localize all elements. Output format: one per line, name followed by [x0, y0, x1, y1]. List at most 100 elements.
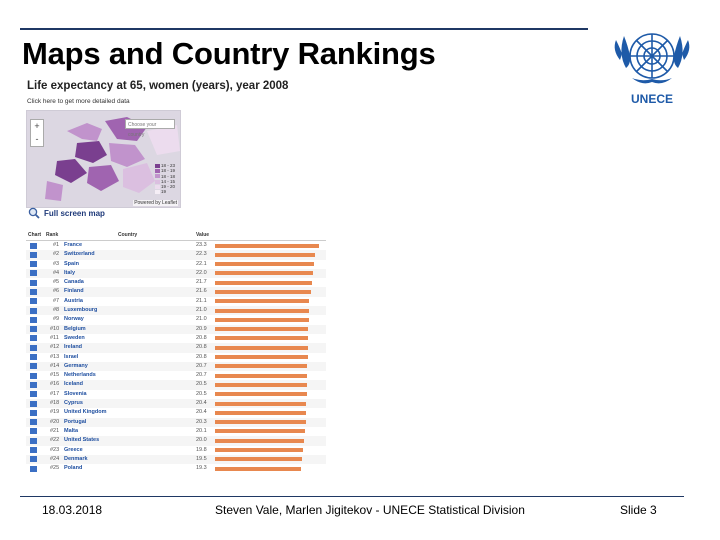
header-rank[interactable]: Rank — [46, 232, 59, 238]
map-page-title: Life expectancy at 65, women (years), ye… — [27, 80, 289, 92]
legend-swatch — [155, 163, 160, 168]
full-screen-map-button[interactable]: Full screen map — [28, 207, 105, 219]
footer-rule — [20, 496, 684, 497]
chart-icon[interactable] — [30, 391, 37, 398]
country-link[interactable]: Austria — [64, 297, 83, 304]
country-link[interactable]: Belgium — [64, 325, 86, 332]
legend-entry: 19 — [155, 189, 177, 194]
country-link[interactable]: Poland — [64, 465, 83, 472]
table-row: #8 Luxembourg 21.0 — [26, 306, 326, 316]
rank-cell: #8 — [53, 307, 60, 314]
value-bar — [215, 466, 302, 471]
detailed-data-link[interactable]: Click here to get more detailed data — [27, 98, 130, 105]
country-link[interactable]: United Kingdom — [64, 409, 107, 416]
rank-cell: #19 — [50, 409, 60, 416]
country-link[interactable]: Spain — [64, 260, 79, 267]
chart-icon[interactable] — [30, 298, 37, 305]
legend-label: 18 - 18 — [161, 173, 176, 179]
chart-icon[interactable] — [30, 363, 37, 370]
legend-swatch — [155, 174, 160, 179]
value-cell: 20.3 — [196, 418, 207, 425]
chart-icon[interactable] — [30, 261, 37, 268]
country-search-input[interactable]: Choose your country — [125, 119, 175, 138]
chart-icon[interactable] — [30, 400, 37, 407]
value-bar — [215, 438, 305, 443]
chart-icon[interactable] — [30, 316, 37, 323]
value-cell: 21.1 — [196, 297, 207, 304]
header-value[interactable]: Value — [196, 232, 210, 238]
country-link[interactable]: Portugal — [64, 418, 87, 425]
chart-icon[interactable] — [30, 419, 37, 426]
value-bar — [215, 392, 307, 397]
unece-logo-text: UNECE — [630, 92, 673, 106]
country-link[interactable]: Malta — [64, 427, 79, 434]
chart-icon[interactable] — [30, 307, 37, 314]
country-link[interactable]: Luxembourg — [64, 307, 98, 314]
value-bar — [215, 327, 309, 332]
rank-cell: #5 — [53, 279, 60, 286]
chart-icon[interactable] — [30, 326, 37, 333]
country-link[interactable]: Denmark — [64, 455, 88, 462]
country-link[interactable]: Germany — [64, 362, 88, 369]
chart-icon[interactable] — [30, 447, 37, 454]
value-bar — [215, 252, 315, 257]
rank-cell: #22 — [50, 437, 60, 444]
chart-icon[interactable] — [30, 279, 37, 286]
map-zoom-control[interactable]: + - — [30, 119, 44, 147]
zoom-in-button[interactable]: + — [34, 121, 40, 131]
country-link[interactable]: Iceland — [64, 381, 83, 388]
chart-icon[interactable] — [30, 335, 37, 342]
value-cell: 20.5 — [196, 390, 207, 397]
chart-icon[interactable] — [30, 270, 37, 277]
chart-icon[interactable] — [30, 456, 37, 463]
country-link[interactable]: Cyprus — [64, 400, 83, 407]
country-link[interactable]: Slovenia — [64, 390, 87, 397]
value-bar — [215, 429, 305, 434]
chart-icon[interactable] — [30, 344, 37, 351]
rank-cell: #15 — [50, 372, 60, 379]
table-row: #12 Ireland 20.8 — [26, 343, 326, 353]
rank-cell: #2 — [53, 251, 60, 258]
chart-icon[interactable] — [30, 381, 37, 388]
table-row: #9 Norway 21.0 — [26, 315, 326, 324]
value-cell: 20.8 — [196, 334, 207, 341]
header-country[interactable]: Country — [118, 232, 138, 238]
chart-icon[interactable] — [30, 465, 37, 472]
slide-title: Maps and Country Rankings — [22, 36, 436, 71]
footer-date: 18.03.2018 — [42, 503, 103, 517]
chart-icon[interactable] — [30, 437, 37, 444]
rank-cell: #11 — [50, 334, 59, 341]
rank-cell: #18 — [50, 400, 60, 407]
value-cell: 20.7 — [196, 372, 207, 379]
map-attribution[interactable]: Powered by Leaflet — [133, 200, 178, 206]
table-row: #10 Belgium 20.9 — [26, 324, 326, 334]
country-link[interactable]: Greece — [64, 446, 83, 453]
zoom-out-button[interactable]: - — [35, 134, 39, 144]
chart-icon[interactable] — [30, 372, 37, 379]
country-link[interactable]: Finland — [64, 288, 84, 295]
country-link[interactable]: Netherlands — [64, 372, 96, 379]
chart-icon[interactable] — [30, 288, 37, 295]
country-link[interactable]: United States — [64, 437, 100, 444]
rank-cell: #25 — [50, 465, 60, 472]
rank-cell: #13 — [50, 353, 60, 360]
legend-swatch — [155, 168, 160, 173]
country-link[interactable]: Italy — [64, 269, 76, 276]
country-link[interactable]: Switzerland — [64, 251, 95, 258]
country-link[interactable]: Israel — [64, 353, 79, 360]
country-link[interactable]: Norway — [64, 316, 84, 323]
rank-cell: #6 — [53, 288, 60, 295]
chart-icon[interactable] — [30, 428, 37, 435]
value-cell: 23.3 — [196, 242, 207, 248]
chart-icon[interactable] — [30, 251, 37, 258]
table-row: #14 Germany 20.7 — [26, 361, 326, 372]
chart-icon[interactable] — [30, 242, 37, 249]
chart-icon[interactable] — [30, 409, 37, 416]
country-link[interactable]: Canada — [64, 279, 84, 286]
country-link[interactable]: Ireland — [64, 344, 83, 351]
europe-map[interactable]: + - Choose your country 18 - 23 18 - 19 18… — [26, 110, 181, 208]
value-cell: 20.4 — [196, 400, 207, 407]
chart-icon[interactable] — [30, 354, 37, 361]
country-link[interactable]: Sweden — [64, 334, 85, 341]
country-link[interactable]: France — [64, 242, 83, 248]
